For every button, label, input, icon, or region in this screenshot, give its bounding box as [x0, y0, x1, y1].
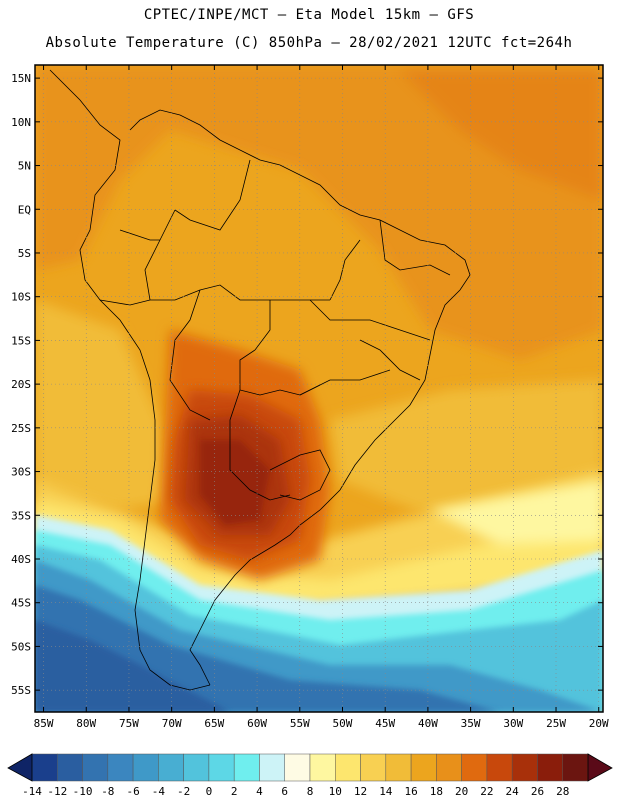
- colorbar-label: 20: [455, 785, 468, 798]
- colorbar-swatch: [360, 753, 387, 782]
- colorbar-label: -2: [177, 785, 190, 798]
- colorbar-label: 18: [430, 785, 443, 798]
- latitude-label: 10N: [11, 116, 31, 129]
- colorbar-swatch: [31, 753, 58, 782]
- map-frame: [34, 64, 604, 713]
- colorbar-label: -4: [152, 785, 166, 798]
- latitude-label: 35S: [11, 509, 31, 522]
- latitude-label: 5N: [18, 160, 31, 173]
- longitude-label: 85W: [34, 717, 54, 730]
- colorbar-swatch: [537, 753, 563, 782]
- colorbar-label: -6: [126, 785, 139, 798]
- colorbar-swatch: [132, 753, 159, 782]
- latitude-label: 15N: [11, 72, 31, 85]
- colorbar-swatch: [461, 753, 488, 782]
- colorbar-swatch: [107, 753, 134, 782]
- colorbar-label: 2: [231, 785, 238, 798]
- colorbar-label: -8: [101, 785, 114, 798]
- longitude-label: 20W: [589, 717, 609, 730]
- colorbar-label: -10: [73, 785, 93, 798]
- colorbar-label: -14: [22, 785, 42, 798]
- axis-ticks: [35, 65, 603, 712]
- colorbar-label: 6: [281, 785, 288, 798]
- latitude-label: 40S: [11, 553, 31, 566]
- colorbar-swatches: [31, 753, 589, 782]
- chart-title-line-2: Absolute Temperature (C) 850hPa – 28/02/…: [45, 35, 573, 51]
- latitude-label: 10S: [11, 291, 31, 304]
- colorbar-label: 26: [531, 785, 544, 798]
- coastlines-and-borders: [49, 69, 471, 691]
- colorbar-swatch: [233, 753, 260, 782]
- colorbar-swatch: [208, 753, 235, 782]
- colorbar-label: 8: [307, 785, 314, 798]
- colorbar-swatch: [82, 753, 109, 782]
- colorbar-swatch: [158, 753, 184, 782]
- colorbar-label: 28: [556, 785, 569, 798]
- colorbar-right-arrow: [587, 753, 613, 782]
- latitude-label: 5S: [18, 247, 31, 260]
- longitude-label: 70W: [162, 717, 182, 730]
- colorbar-label: 22: [480, 785, 493, 798]
- chart-title-line-1: CPTEC/INPE/MCT – Eta Model 15km – GFS: [143, 7, 475, 23]
- longitude-label: 80W: [76, 717, 96, 730]
- longitude-label: 55W: [290, 717, 310, 730]
- colorbar-label: 24: [506, 785, 520, 798]
- colorbar-labels: -14 -12 -10 -8 -6 -4 -2 0 2 4 6 8 10 12 14 16 18 20 22 24 26…: [22, 785, 569, 798]
- longitude-label: 60W: [247, 717, 267, 730]
- latitude-labels: 15N 10N 5N EQ 5S 10S 15S 20S 25S 30S 35S 40S 45S 50S 5…: [11, 72, 31, 697]
- longitude-labels: 85W 80W 75W 70W 65W 60W 55W 50W 45W 40W 35W 30W 25W 2…: [34, 717, 609, 730]
- temperature-field: [35, 65, 603, 712]
- longitude-label: 40W: [418, 717, 438, 730]
- longitude-label: 50W: [333, 717, 353, 730]
- colorbar-label: 12: [354, 785, 367, 798]
- latitude-label: 50S: [11, 640, 31, 653]
- colorbar-swatch: [309, 753, 336, 782]
- lat-lon-grid: [35, 65, 603, 712]
- latitude-label: 15S: [11, 334, 31, 347]
- longitude-label: 35W: [461, 717, 481, 730]
- colorbar-left-arrow: [7, 753, 33, 782]
- colorbar-swatch: [335, 753, 361, 782]
- colorbar-label: 0: [206, 785, 213, 798]
- colorbar-swatch: [385, 753, 412, 782]
- longitude-label: 75W: [119, 717, 139, 730]
- colorbar-swatch: [436, 753, 462, 782]
- latitude-label: EQ: [18, 203, 31, 216]
- colorbar-label: -12: [47, 785, 67, 798]
- longitude-label: 65W: [204, 717, 224, 730]
- colorbar-swatch: [410, 753, 437, 782]
- latitude-label: 30S: [11, 466, 31, 479]
- colorbar-swatch: [562, 753, 589, 782]
- latitude-label: 45S: [11, 597, 31, 610]
- latitude-label: 20S: [11, 378, 31, 391]
- longitude-label: 45W: [375, 717, 395, 730]
- longitude-label: 30W: [503, 717, 523, 730]
- colorbar-swatch: [284, 753, 311, 782]
- colorbar-label: 10: [329, 785, 342, 798]
- colorbar-label: 14: [379, 785, 393, 798]
- colorbar-swatch: [57, 753, 83, 782]
- latitude-label: 25S: [11, 422, 31, 435]
- colorbar-swatch: [183, 753, 210, 782]
- colorbar-swatch: [511, 753, 538, 782]
- longitude-label: 25W: [546, 717, 566, 730]
- colorbar-label: 4: [256, 785, 263, 798]
- latitude-label: 55S: [11, 684, 31, 697]
- colorbar-swatch: [259, 753, 285, 782]
- colorbar-swatch: [486, 753, 513, 782]
- colorbar-label: 16: [404, 785, 417, 798]
